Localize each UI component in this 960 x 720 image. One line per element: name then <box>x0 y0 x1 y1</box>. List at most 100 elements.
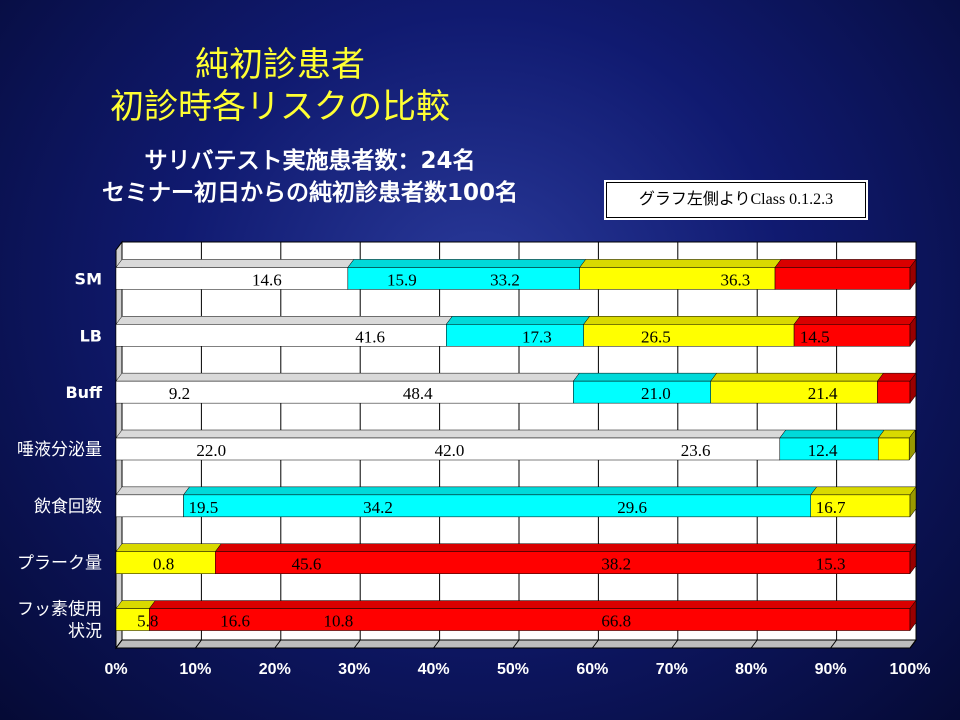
data-label: 19.5 <box>188 498 218 517</box>
data-label: 10.8 <box>323 612 353 631</box>
category-label: 状況 <box>68 622 102 642</box>
bar-top <box>572 372 718 382</box>
category-label: Buff <box>65 383 103 402</box>
gridline-floor <box>433 639 441 649</box>
category-label: 唾液分泌量 <box>17 440 102 460</box>
data-label: 17.3 <box>522 327 552 346</box>
x-tick-label: 100% <box>890 661 931 678</box>
bar-top <box>810 486 917 496</box>
chart-title-line-1: 純初診患者 <box>195 45 365 85</box>
bar-top <box>115 600 156 609</box>
bar-top <box>579 259 782 268</box>
data-label: 36.3 <box>720 270 750 289</box>
bar-top <box>876 372 917 382</box>
gridline-floor <box>750 639 758 649</box>
x-tick-label: 50% <box>497 661 529 678</box>
bar-segment <box>446 324 584 347</box>
bar-top <box>347 259 587 268</box>
data-label: 14.6 <box>252 270 282 289</box>
gridline-floor <box>512 639 520 649</box>
bar-top <box>115 316 453 325</box>
category-label: SM <box>75 269 102 288</box>
bar-segment <box>347 267 580 290</box>
bar-top <box>779 429 885 439</box>
x-tick-label: 0% <box>104 661 127 678</box>
gridline-floor <box>274 639 282 649</box>
data-label: 16.6 <box>220 612 250 631</box>
bar-side <box>909 486 917 518</box>
data-label: 23.6 <box>681 441 711 460</box>
gridline-floor <box>115 639 123 649</box>
data-label: 22.0 <box>196 441 226 460</box>
gridline-floor <box>592 639 599 649</box>
data-label: 9.2 <box>169 384 190 403</box>
bar-top <box>115 259 355 268</box>
data-label: 0.8 <box>153 555 174 574</box>
data-label: 15.3 <box>816 555 846 574</box>
bar-segment <box>115 494 184 518</box>
subtitle-line-1: サリバテスト実施患者数：24名 <box>144 148 476 174</box>
x-tick-label: 70% <box>656 661 688 678</box>
data-label: 12.4 <box>808 441 838 460</box>
bar-top <box>115 372 580 382</box>
bar-segment <box>583 324 795 347</box>
category-label: 飲食回数 <box>34 497 102 517</box>
chart-title-line-2: 初診時各リスクの比較 <box>110 87 450 127</box>
category-label: フッ素使用 <box>17 599 102 620</box>
category-label: LB <box>80 326 102 345</box>
data-label: 15.9 <box>387 270 417 289</box>
gridline-floor <box>909 639 917 649</box>
bar-top <box>445 316 591 325</box>
bar-top <box>877 429 916 439</box>
data-label: 5.8 <box>137 612 158 631</box>
data-label: 29.6 <box>617 498 647 517</box>
x-tick-label: 30% <box>338 661 370 678</box>
bar-top <box>214 543 917 552</box>
bar-top <box>774 259 917 268</box>
bar-side <box>909 315 917 348</box>
bar-segment <box>710 380 878 404</box>
bar-top <box>793 316 917 325</box>
data-label: 33.2 <box>490 270 520 289</box>
bar-top <box>148 600 917 609</box>
bar-side <box>909 542 917 575</box>
bar-segment <box>149 608 911 631</box>
data-label: 38.2 <box>601 555 631 574</box>
x-tick-label: 40% <box>418 661 450 678</box>
bar-segment <box>774 267 911 290</box>
category-label: プラーク量 <box>17 554 102 574</box>
bar-top <box>115 486 190 496</box>
data-label: 16.7 <box>816 498 846 517</box>
data-label: 41.6 <box>355 327 385 346</box>
data-label: 26.5 <box>641 327 671 346</box>
data-label: 42.0 <box>435 441 465 460</box>
x-tick-label: 10% <box>179 661 211 678</box>
gridline-floor <box>194 639 202 649</box>
bar-top <box>115 429 787 439</box>
data-label: 45.6 <box>292 555 322 574</box>
bar-side <box>909 258 917 291</box>
bar-top <box>182 486 818 496</box>
data-label: 14.5 <box>800 327 830 346</box>
bar-top <box>583 316 801 325</box>
x-tick-label: 80% <box>735 661 767 678</box>
data-label: 34.2 <box>363 498 393 517</box>
x-tick-label: 20% <box>259 661 291 678</box>
gridline-floor <box>671 639 679 649</box>
bar-segment <box>877 380 911 404</box>
legend-note: グラフ左側よりClass 0.1.2.3 <box>606 182 866 218</box>
gridline-floor <box>830 639 837 649</box>
bar-segment <box>183 494 812 518</box>
gridline-floor <box>353 639 361 649</box>
bar-segment <box>115 324 447 347</box>
bar-side <box>908 429 916 461</box>
bar-side <box>909 599 917 632</box>
x-tick-label: 60% <box>576 661 608 678</box>
bar-segment <box>877 437 910 461</box>
bar-top <box>115 543 222 552</box>
data-label: 66.8 <box>601 612 631 631</box>
data-label: 21.0 <box>641 384 671 403</box>
data-label: 21.4 <box>808 384 838 403</box>
x-tick-label: 90% <box>815 661 847 678</box>
